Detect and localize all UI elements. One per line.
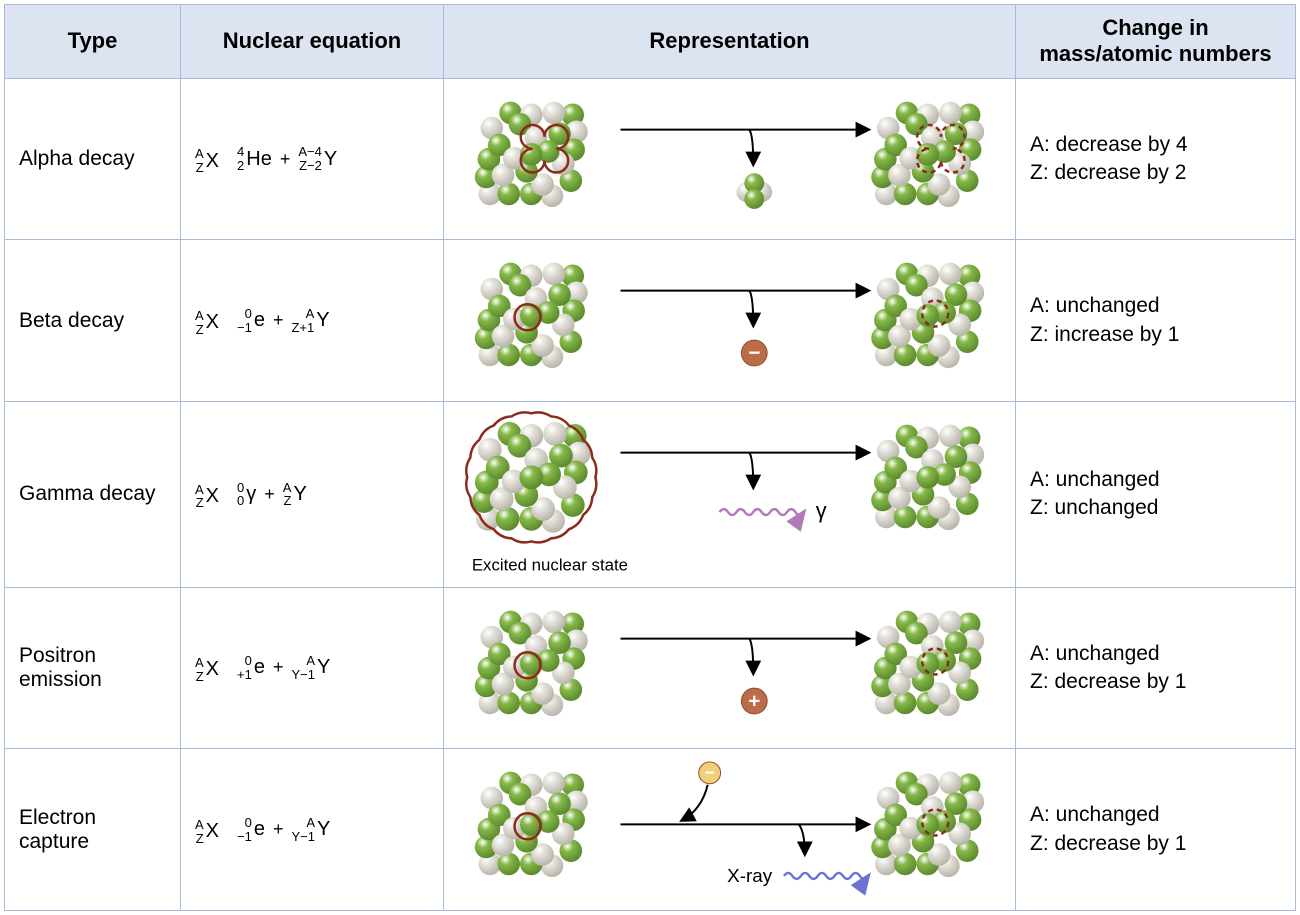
nuc-X: AZ X <box>195 656 219 683</box>
rep-cell-beta: − <box>444 240 1016 402</box>
eq-cell-beta: AZ X 0−1 e + AZ+1 Y <box>181 240 444 402</box>
rep-cell-positron: + <box>444 587 1016 749</box>
equation-positron: AZ X 0+1 e + AY−1 Y <box>195 652 429 683</box>
table-row-gamma: Gamma decay AZ X 00 γ + AZ Y <box>5 402 1296 587</box>
table-row-positron: Positronemission AZ X 0+1 e + AY−1 Y <box>5 587 1296 749</box>
table-row-alpha: Alpha decay AZ X 42 He + A−4Z−2 Y <box>5 78 1296 240</box>
nuc-γ: 00 γ <box>237 481 256 508</box>
change-A-ec: A: unchanged <box>1030 801 1281 829</box>
rep-alpha <box>452 85 1007 234</box>
plus-sign: + <box>280 149 291 170</box>
plus-sign: + <box>273 657 284 678</box>
table-row-beta: Beta decay AZ X 0−1 e + AZ+1 Y <box>5 240 1296 402</box>
svg-text:+: + <box>748 689 760 712</box>
svg-text:γ: γ <box>816 498 827 523</box>
plus-sign: + <box>273 819 284 840</box>
change-Z-positron: Z: decrease by 1 <box>1030 668 1281 696</box>
rep-positron: + <box>452 594 1007 743</box>
nuc-X: AZ X <box>195 483 219 510</box>
change-Z-gamma: Z: unchanged <box>1030 494 1281 522</box>
nuc-Y: AY−1 Y <box>291 816 330 843</box>
table-row-ec: Electroncapture AZ X 0−1 e + AY−1 Y <box>5 749 1296 911</box>
equation-ec: AZ X 0−1 e + AY−1 Y <box>195 814 429 845</box>
equation-gamma: AZ X 00 γ + AZ Y <box>195 479 429 510</box>
rep-beta: − <box>452 246 1007 395</box>
svg-text:−: − <box>705 763 715 783</box>
change-Z-alpha: Z: decrease by 2 <box>1030 159 1281 187</box>
header-type: Type <box>5 5 181 79</box>
change-ec: A: unchanged Z: decrease by 1 <box>1016 749 1296 911</box>
type-alpha: Alpha decay <box>5 78 181 240</box>
change-A-beta: A: unchanged <box>1030 292 1281 320</box>
change-gamma: A: unchanged Z: unchanged <box>1016 402 1296 587</box>
nuc-Y: AZ+1 Y <box>291 307 329 334</box>
nuc-e: 0−1 e <box>237 816 265 843</box>
nuc-X: AZ X <box>195 309 219 336</box>
header-equation: Nuclear equation <box>181 5 444 79</box>
change-beta: A: unchanged Z: increase by 1 <box>1016 240 1296 402</box>
rep-cell-alpha <box>444 78 1016 240</box>
svg-text:X-ray: X-ray <box>727 865 773 886</box>
header-representation: Representation <box>444 5 1016 79</box>
rep-gamma: γ <box>452 408 1007 580</box>
header-change: Change inmass/atomic numbers <box>1016 5 1296 79</box>
rep-cell-ec: − X-ray <box>444 749 1016 911</box>
nuc-Y: A−4Z−2 Y <box>298 145 337 172</box>
nuc-X: AZ X <box>195 147 219 174</box>
nuc-e: 0+1 e <box>237 654 265 681</box>
change-A-alpha: A: decrease by 4 <box>1030 131 1281 159</box>
nuc-e: 0−1 e <box>237 307 265 334</box>
type-beta: Beta decay <box>5 240 181 402</box>
eq-cell-positron: AZ X 0+1 e + AY−1 Y <box>181 587 444 749</box>
rep-ec: − X-ray <box>452 755 1007 904</box>
change-positron: A: unchanged Z: decrease by 1 <box>1016 587 1296 749</box>
eq-cell-gamma: AZ X 00 γ + AZ Y <box>181 402 444 587</box>
header-row: Type Nuclear equation Representation Cha… <box>5 5 1296 79</box>
type-ec: Electroncapture <box>5 749 181 911</box>
nuc-Y: AZ Y <box>283 481 307 508</box>
change-A-gamma: A: unchanged <box>1030 466 1281 494</box>
nuc-Y: AY−1 Y <box>291 654 330 681</box>
nuc-He: 42 He <box>237 145 272 172</box>
eq-cell-alpha: AZ X 42 He + A−4Z−2 Y <box>181 78 444 240</box>
change-Z-ec: Z: decrease by 1 <box>1030 830 1281 858</box>
equation-beta: AZ X 0−1 e + AZ+1 Y <box>195 305 429 336</box>
change-Z-beta: Z: increase by 1 <box>1030 321 1281 349</box>
plus-sign: + <box>273 310 284 331</box>
equation-alpha: AZ X 42 He + A−4Z−2 Y <box>195 143 429 174</box>
plus-sign: + <box>264 484 275 505</box>
eq-cell-ec: AZ X 0−1 e + AY−1 Y <box>181 749 444 911</box>
decay-table: Type Nuclear equation Representation Cha… <box>4 4 1296 911</box>
svg-text:−: − <box>748 342 760 365</box>
type-positron: Positronemission <box>5 587 181 749</box>
svg-text:Excited nuclear state: Excited nuclear state <box>472 556 628 575</box>
change-alpha: A: decrease by 4 Z: decrease by 2 <box>1016 78 1296 240</box>
nuc-X: AZ X <box>195 818 219 845</box>
type-gamma: Gamma decay <box>5 402 181 587</box>
change-A-positron: A: unchanged <box>1030 640 1281 668</box>
rep-cell-gamma: γ <box>444 402 1016 587</box>
